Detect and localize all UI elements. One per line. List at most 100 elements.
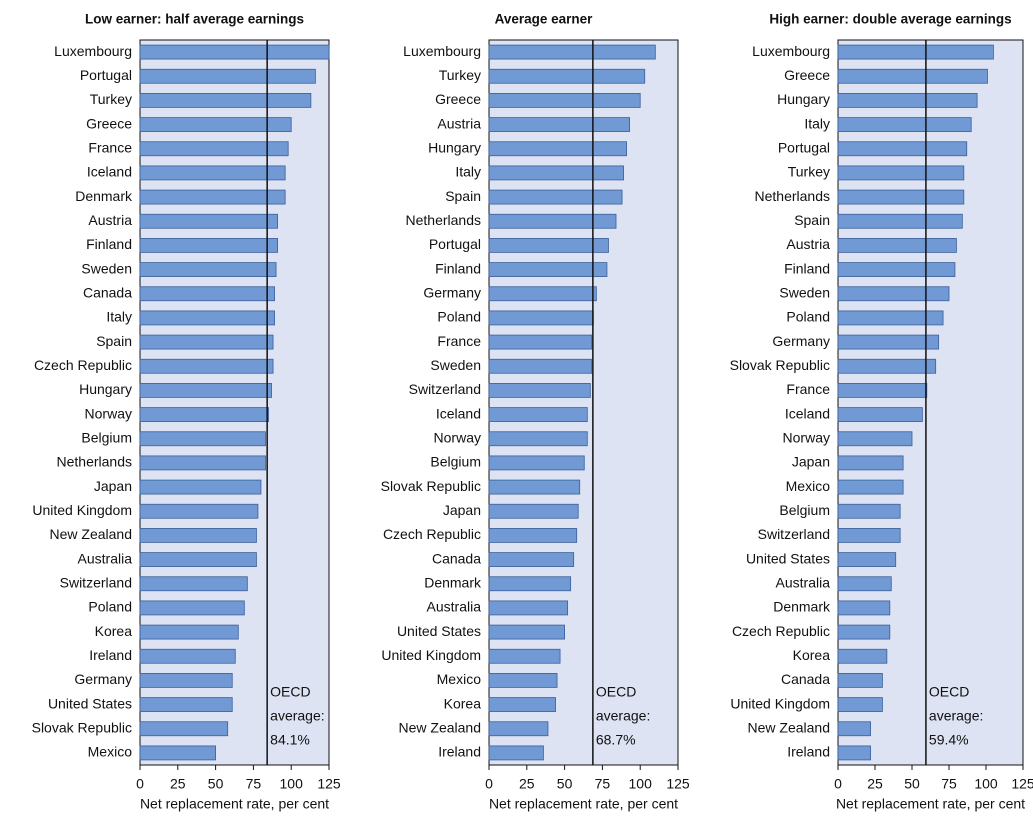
category-label: Poland xyxy=(437,309,481,325)
bar xyxy=(139,697,233,712)
category-label: Greece xyxy=(86,115,132,131)
bar xyxy=(837,576,892,592)
annotation: 68.7% xyxy=(596,732,636,748)
bar xyxy=(837,552,897,567)
x-tick-label: 100 xyxy=(974,776,998,792)
bar xyxy=(139,68,316,84)
bar xyxy=(488,673,558,688)
bar xyxy=(488,165,624,181)
bar xyxy=(488,213,617,229)
x-axis-label: Net replacement rate, per cent xyxy=(489,796,678,812)
category-label: Slovak Republic xyxy=(730,357,830,373)
category-label: Austria xyxy=(88,212,132,228)
annotation: average: xyxy=(270,708,324,724)
annotation: 59.4% xyxy=(929,732,969,748)
category-label: United Kingdom xyxy=(381,647,481,663)
bar xyxy=(139,673,233,688)
bar xyxy=(139,503,259,519)
x-tick-label: 125 xyxy=(317,776,341,792)
bar xyxy=(488,600,569,616)
bar xyxy=(837,117,972,132)
bar xyxy=(488,624,565,640)
category-label: Portugal xyxy=(429,236,481,252)
category-label: Germany xyxy=(74,671,132,687)
bar xyxy=(139,745,216,761)
bar xyxy=(837,44,994,60)
bar xyxy=(837,383,928,398)
category-label: Spain xyxy=(445,188,481,204)
category-label: Czech Republic xyxy=(732,623,830,639)
bar xyxy=(139,648,236,664)
bar xyxy=(139,262,277,277)
category-label: Netherlands xyxy=(406,212,482,228)
bar xyxy=(837,697,883,712)
bar xyxy=(488,334,593,350)
bar xyxy=(488,479,581,495)
bar xyxy=(488,721,549,737)
bar xyxy=(837,262,956,277)
bar xyxy=(488,697,556,712)
category-label: Poland xyxy=(786,309,830,325)
bar xyxy=(488,238,609,253)
x-tick-label: 75 xyxy=(595,776,611,792)
bar xyxy=(488,189,623,205)
bar xyxy=(488,141,627,157)
x-tick-label: 25 xyxy=(867,776,883,792)
bar xyxy=(837,648,888,664)
category-label: Mexico xyxy=(437,671,482,687)
bar xyxy=(488,431,588,447)
bar xyxy=(139,552,257,567)
category-label: Belgium xyxy=(430,454,481,470)
bar xyxy=(488,358,593,374)
x-tick-label: 50 xyxy=(208,776,224,792)
bar xyxy=(139,407,269,422)
category-label: Australia xyxy=(776,574,831,590)
bar xyxy=(488,503,579,519)
bar xyxy=(837,455,904,471)
category-label: Luxembourg xyxy=(403,43,481,59)
bar xyxy=(139,189,286,205)
bar xyxy=(488,648,561,664)
bar xyxy=(488,117,631,132)
bar xyxy=(139,721,229,737)
plot-area xyxy=(488,39,679,766)
bar xyxy=(139,44,330,60)
bar xyxy=(837,310,944,326)
category-label: Ireland xyxy=(438,744,481,760)
bar xyxy=(488,576,572,592)
category-label: Sweden xyxy=(779,284,830,300)
bar xyxy=(837,238,957,253)
chart-title: Low earner: half average earnings xyxy=(85,12,304,27)
bar xyxy=(488,68,646,84)
category-label: Spain xyxy=(794,212,830,228)
category-label: Greece xyxy=(435,91,481,107)
category-label: Slovak Republic xyxy=(32,719,132,735)
category-label: Norway xyxy=(783,429,830,445)
bar xyxy=(488,93,641,108)
x-tick-label: 0 xyxy=(834,776,842,792)
category-label: Mexico xyxy=(786,478,831,494)
annotation: average: xyxy=(929,708,983,724)
category-label: United Kingdom xyxy=(730,695,830,711)
bar xyxy=(488,455,585,471)
category-label: Finland xyxy=(435,260,481,276)
x-tick-label: 100 xyxy=(629,776,653,792)
bar xyxy=(139,213,278,229)
plot-area xyxy=(837,39,1024,766)
category-label: Turkey xyxy=(439,67,481,83)
bar xyxy=(488,407,588,422)
category-label: Belgium xyxy=(779,502,830,518)
x-axis-label: Net replacement rate, per cent xyxy=(140,796,329,812)
category-label: France xyxy=(786,381,830,397)
category-label: Switzerland xyxy=(409,381,481,397)
bar xyxy=(837,721,871,737)
x-tick-label: 50 xyxy=(904,776,920,792)
bar xyxy=(139,383,272,398)
category-label: France xyxy=(437,333,481,349)
bar xyxy=(837,407,923,422)
bar xyxy=(837,503,901,519)
bar xyxy=(488,262,608,277)
bar xyxy=(837,189,965,205)
x-tick-label: 75 xyxy=(246,776,262,792)
category-label: Hungary xyxy=(79,381,132,397)
